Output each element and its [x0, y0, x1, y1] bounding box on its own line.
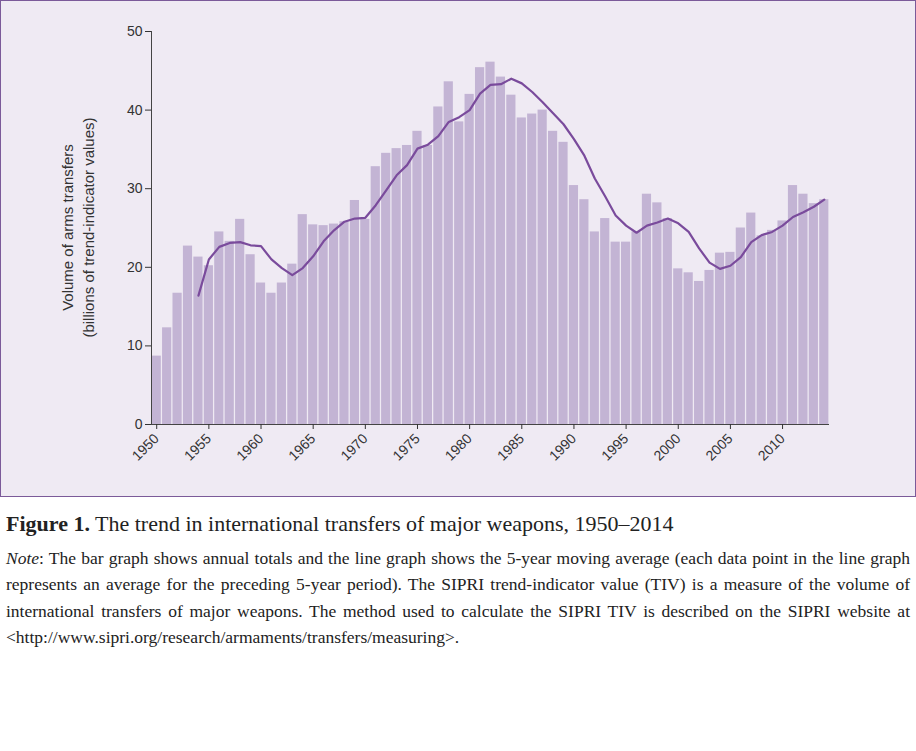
svg-text:2005: 2005 — [702, 430, 735, 463]
svg-text:10: 10 — [127, 337, 143, 353]
svg-text:(billions of trend-indicator v: (billions of trend-indicator values) — [80, 117, 97, 337]
svg-text:0: 0 — [135, 416, 143, 432]
svg-text:2010: 2010 — [755, 430, 788, 463]
svg-text:20: 20 — [127, 259, 143, 275]
svg-text:50: 50 — [127, 23, 143, 39]
svg-text:1970: 1970 — [337, 430, 370, 463]
svg-text:1980: 1980 — [442, 430, 475, 463]
svg-text:40: 40 — [127, 102, 143, 118]
svg-text:Volume of arms transfers: Volume of arms transfers — [59, 144, 76, 311]
svg-text:1950: 1950 — [129, 430, 162, 463]
html-text:Figure 1. The trend in interna: Figure 1. The trend in international tra… — [6, 511, 674, 536]
svg-text:1995: 1995 — [598, 430, 631, 463]
svg-text:2000: 2000 — [650, 430, 683, 463]
html-text:Note: The bar graph shows annu: Note: The bar graph shows annual totals … — [6, 548, 910, 647]
svg-text:1965: 1965 — [285, 430, 318, 463]
svg-text:1975: 1975 — [389, 430, 422, 463]
svg-text:1990: 1990 — [546, 430, 579, 463]
svg-text:1960: 1960 — [233, 430, 266, 463]
svg-text:30: 30 — [127, 180, 143, 196]
svg-text:1985: 1985 — [494, 430, 527, 463]
svg-text:1955: 1955 — [181, 430, 214, 463]
